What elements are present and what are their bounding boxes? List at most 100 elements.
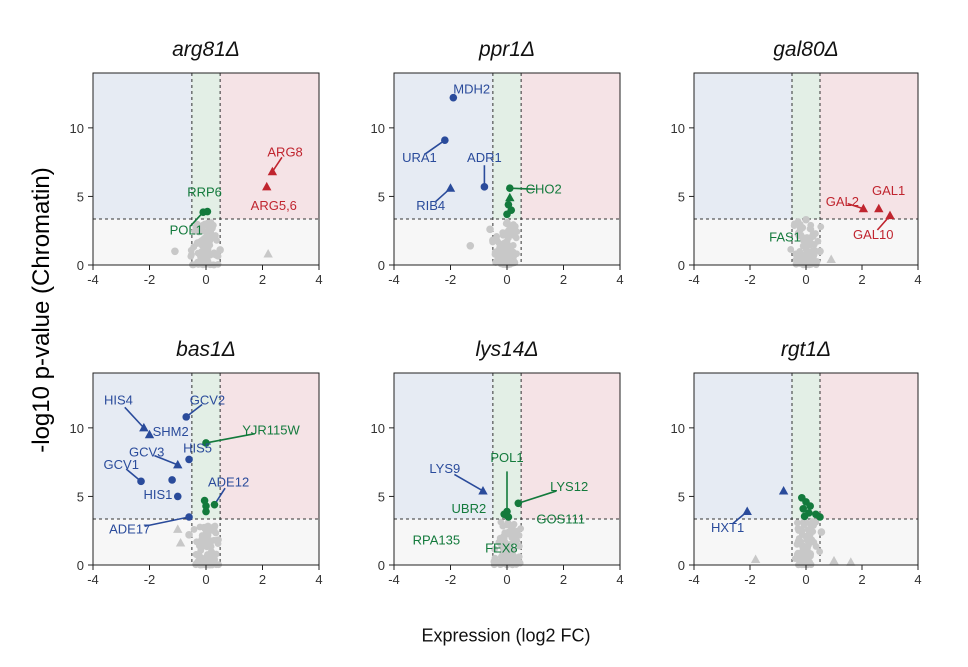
background-point bbox=[173, 524, 183, 533]
background-point bbox=[202, 556, 209, 564]
y-tick-label: 0 bbox=[378, 558, 385, 573]
background-point bbox=[807, 221, 815, 229]
leader-line bbox=[271, 156, 283, 173]
highlighted-point bbox=[885, 210, 895, 220]
background-point bbox=[486, 225, 494, 234]
background-point bbox=[750, 554, 761, 564]
x-tick-label: 4 bbox=[914, 272, 921, 287]
neutral-region bbox=[792, 73, 820, 220]
neutral-region bbox=[792, 373, 820, 520]
leader-line bbox=[144, 516, 190, 528]
gene-label: GAL1 bbox=[872, 183, 905, 198]
highlighted-point bbox=[778, 485, 789, 495]
background-point bbox=[793, 251, 800, 259]
y-tick-label: 5 bbox=[678, 489, 685, 504]
x-tick-label: 4 bbox=[315, 572, 322, 587]
gene-label: GOS111 bbox=[536, 512, 585, 527]
y-tick-label: 0 bbox=[378, 258, 385, 273]
background-point bbox=[795, 556, 803, 564]
background-point bbox=[496, 244, 503, 252]
gene-label: FEX8 bbox=[485, 541, 518, 556]
highlighted-point bbox=[168, 476, 176, 484]
neutral-region bbox=[492, 73, 522, 220]
gene-label: ARG8 bbox=[267, 145, 302, 160]
gene-label: ADE17 bbox=[109, 521, 150, 536]
background-point bbox=[798, 223, 806, 231]
gene-label: HIS1 bbox=[144, 487, 173, 502]
up-region bbox=[220, 373, 319, 520]
background-point bbox=[509, 224, 516, 232]
highlighted-point bbox=[504, 513, 513, 521]
highlighted-point bbox=[144, 429, 155, 439]
background-point bbox=[202, 244, 209, 252]
background-point bbox=[201, 260, 208, 268]
background-point bbox=[211, 556, 219, 564]
x-tick-label: 4 bbox=[616, 272, 623, 287]
x-tick-label: -4 bbox=[87, 572, 99, 587]
background-point bbox=[499, 545, 507, 553]
background-point bbox=[504, 220, 512, 228]
down-region bbox=[694, 73, 792, 220]
background-point bbox=[803, 519, 810, 526]
background-point bbox=[171, 247, 179, 256]
background-point bbox=[466, 242, 475, 250]
background-point bbox=[829, 555, 839, 565]
background-point bbox=[210, 234, 218, 242]
x-tick-label: 2 bbox=[560, 572, 567, 587]
background-point bbox=[513, 537, 521, 545]
gene-label: RPA135 bbox=[413, 532, 460, 547]
gene-label: LYS9 bbox=[429, 461, 460, 476]
highlighted-point bbox=[202, 439, 210, 447]
background-point bbox=[208, 224, 216, 232]
background-point bbox=[509, 248, 517, 256]
x-tick-label: -2 bbox=[445, 272, 457, 287]
x-tick-label: 2 bbox=[259, 272, 266, 287]
x-tick-label: 4 bbox=[914, 572, 921, 587]
background-point bbox=[816, 548, 824, 556]
background-point bbox=[504, 245, 512, 253]
x-tick-label: 0 bbox=[503, 272, 510, 287]
panel-title: lys14Δ bbox=[475, 338, 538, 361]
gene-label: GAL10 bbox=[853, 227, 893, 242]
x-tick-label: 0 bbox=[802, 272, 809, 287]
down-region bbox=[394, 373, 493, 520]
panel-title: ppr1Δ bbox=[478, 38, 535, 61]
y-tick-label: 10 bbox=[371, 121, 385, 136]
highlighted-point bbox=[449, 93, 458, 102]
panel-title: arg81Δ bbox=[172, 38, 240, 61]
background-point bbox=[489, 236, 497, 245]
y-tick-label: 5 bbox=[77, 189, 84, 204]
x-tick-label: -2 bbox=[744, 272, 756, 287]
background-point bbox=[817, 528, 826, 536]
background-point bbox=[195, 228, 203, 236]
background-point bbox=[175, 538, 186, 547]
background-point bbox=[190, 526, 198, 533]
gene-label: POL1 bbox=[490, 450, 523, 465]
gene-label: MDH2 bbox=[453, 81, 490, 96]
panel-0: ARG8 ARG5,6 RRP6 POL1 -4 -2 0 2 4 0 5 10 arg81Δ bbox=[70, 38, 323, 287]
background-point bbox=[803, 235, 810, 243]
x-tick-label: 4 bbox=[616, 572, 623, 587]
highlighted-point bbox=[874, 203, 884, 213]
leader-line bbox=[518, 490, 557, 505]
background-point bbox=[194, 249, 202, 257]
y-axis-title: -log10 p-value (Chromatin) bbox=[28, 167, 55, 453]
gene-label: ARG5,6 bbox=[251, 198, 297, 213]
x-tick-label: 2 bbox=[259, 572, 266, 587]
highlighted-point bbox=[816, 513, 824, 521]
up-region bbox=[220, 73, 319, 220]
highlighted-point bbox=[480, 183, 489, 191]
background-point bbox=[801, 241, 809, 248]
up-region bbox=[820, 73, 918, 220]
highlighted-point bbox=[173, 459, 183, 469]
background-point bbox=[808, 536, 816, 544]
x-tick-label: 2 bbox=[858, 272, 865, 287]
highlighted-point bbox=[441, 136, 449, 144]
background-point bbox=[500, 253, 508, 261]
x-tick-label: -4 bbox=[87, 272, 99, 287]
up-region bbox=[521, 373, 620, 520]
highlighted-point bbox=[506, 184, 514, 192]
highlighted-point bbox=[210, 500, 219, 509]
y-tick-label: 5 bbox=[378, 489, 385, 504]
